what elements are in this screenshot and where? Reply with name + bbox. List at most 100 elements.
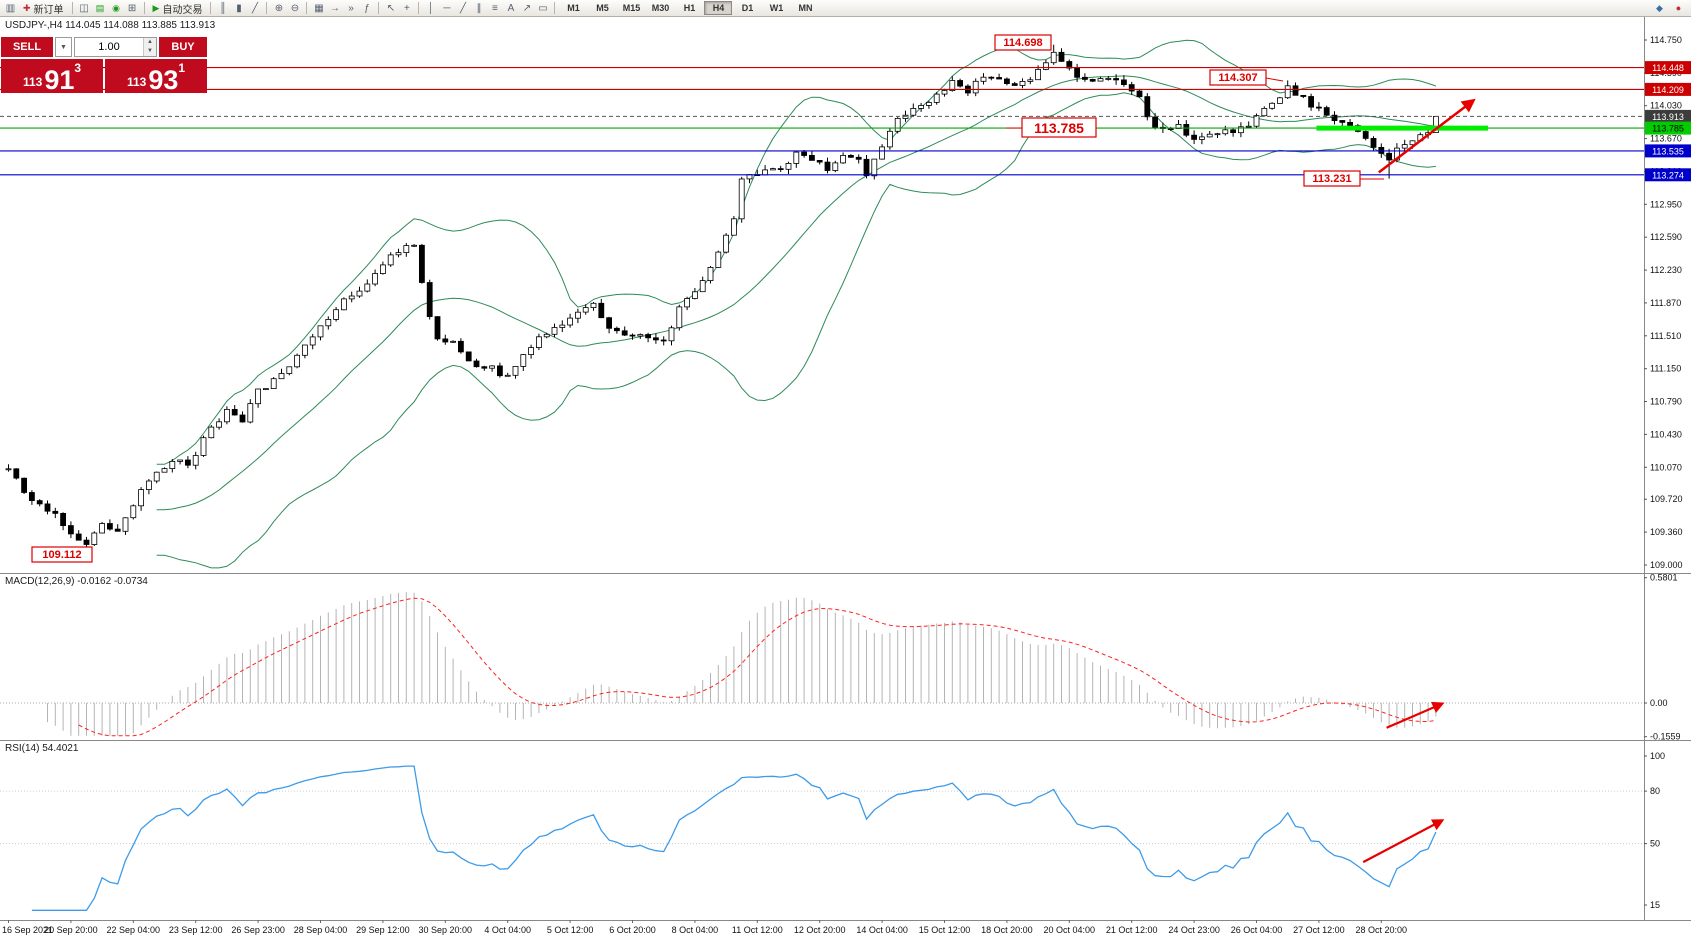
svg-text:27 Oct 12:00: 27 Oct 12:00	[1293, 925, 1345, 935]
svg-text:50: 50	[1650, 839, 1660, 849]
auto-scroll-icon[interactable]: →	[329, 2, 340, 14]
tf-m30[interactable]: M30	[651, 3, 670, 13]
play-icon: ▶	[152, 2, 160, 13]
tf-m1[interactable]: M1	[567, 3, 580, 13]
lot-increment-button[interactable]: ▲	[144, 38, 156, 47]
zoom-in-icon[interactable]: ⊕	[274, 2, 284, 14]
tf-mn[interactable]: MN	[798, 3, 813, 13]
svg-text:114.750: 114.750	[1650, 35, 1682, 45]
svg-text:111.510: 111.510	[1650, 331, 1681, 341]
tf-m15[interactable]: M15	[622, 3, 641, 13]
lot-dropdown-icon[interactable]: ▼	[55, 37, 72, 57]
autotrade-button[interactable]: ▶ 自动交易	[149, 1, 207, 16]
price-axis[interactable]: 114.750114.390114.030113.670113.310112.9…	[1644, 35, 1691, 570]
new-order-button[interactable]: ✚ 新订单	[19, 1, 68, 16]
lot-size-input[interactable]	[75, 38, 143, 56]
horizontal-line-tool-icon[interactable]: ─	[443, 2, 451, 14]
notification-icon[interactable]: ●	[1675, 3, 1682, 13]
chart-window[interactable]: 114.698 114.307 113.785 113.231 109.112 114.7…	[0, 17, 1691, 938]
price-badge: 113.535	[1645, 144, 1691, 158]
svg-text:111.870: 111.870	[1650, 298, 1681, 308]
sell-price-button[interactable]: 113 91 3	[1, 59, 103, 96]
macd-panel[interactable]	[0, 592, 1644, 737]
trendline-tool-icon[interactable]: ╱	[459, 2, 466, 14]
text-tool-icon[interactable]: A	[507, 2, 515, 14]
tf-m5[interactable]: M5	[596, 3, 609, 13]
cursor-icon[interactable]: ↖	[386, 2, 396, 14]
svg-text:109.112: 109.112	[42, 549, 81, 561]
zoom-out-icon[interactable]: ⊖	[290, 2, 300, 14]
svg-text:114.209: 114.209	[1652, 85, 1684, 95]
symbol-ohlc-label: USDJPY-,H4 114.045 114.088 113.885 113.9…	[5, 20, 216, 31]
tf-h4[interactable]: H4	[704, 1, 733, 15]
bollinger-lower	[156, 92, 1436, 569]
sell-button[interactable]: SELL	[1, 37, 53, 57]
svg-text:109.720: 109.720	[1650, 494, 1683, 504]
svg-text:109.000: 109.000	[1650, 560, 1683, 570]
toolbar-separator	[210, 2, 212, 14]
bollinger-upper	[156, 39, 1437, 465]
arrows-tool-icon[interactable]: ↗	[522, 2, 532, 14]
svg-text:110.430: 110.430	[1650, 429, 1682, 439]
svg-text:30 Sep 20:00: 30 Sep 20:00	[419, 925, 473, 935]
shapes-tool-icon[interactable]: ▭	[538, 2, 548, 14]
line-chart-icon[interactable]: ╱	[251, 2, 258, 14]
chart-canvas[interactable]: 114.698 114.307 113.785 113.231 109.112 114.7…	[0, 17, 1691, 938]
chart-profiles-icon[interactable]: ◫	[79, 2, 89, 14]
market-watch-icon[interactable]: ▤	[95, 2, 105, 13]
buy-button[interactable]: BUY	[159, 37, 207, 57]
lot-decrement-button[interactable]: ▼	[144, 47, 156, 56]
chart-shift-icon[interactable]: »	[348, 2, 354, 14]
price-badge: 113.913	[1645, 109, 1691, 123]
channel-tool-icon[interactable]: ∥	[476, 2, 482, 14]
svg-text:28 Oct 20:00: 28 Oct 20:00	[1356, 925, 1408, 935]
rsi-panel[interactable]	[0, 765, 1644, 911]
price-callout: 113.785	[1021, 117, 1097, 138]
toolbar-separator	[378, 2, 380, 14]
toolbar-separator	[266, 2, 268, 14]
tf-d1[interactable]: D1	[741, 3, 754, 13]
toolbar-separator	[71, 2, 73, 14]
indicators-icon[interactable]: ƒ	[364, 2, 370, 14]
svg-text:113.913: 113.913	[1652, 112, 1684, 122]
price-callout: 113.231	[1303, 170, 1361, 187]
svg-text:110.790: 110.790	[1650, 397, 1682, 407]
fibonacci-tool-icon[interactable]: ≡	[492, 2, 498, 14]
lot-steppers: ▲ ▼	[143, 38, 156, 56]
candlestick-chart-icon[interactable]: ▮	[236, 2, 242, 14]
price-badge: 113.274	[1645, 168, 1691, 182]
tf-h1[interactable]: H1	[683, 3, 696, 13]
macd-axis: 0.5801 0.00 -0.1559	[1644, 573, 1681, 742]
terminal-icon[interactable]: ⊞	[127, 2, 137, 14]
connection-status-icon: ◆	[1656, 2, 1663, 13]
sell-price-pips: 91	[44, 65, 75, 96]
vertical-line-tool-icon[interactable]: │	[427, 2, 435, 14]
candles-series	[5, 44, 1439, 555]
crosshair-icon[interactable]: +	[404, 2, 410, 14]
svg-text:16 Sep 2021: 16 Sep 2021	[2, 925, 53, 935]
price-callout: 109.112	[31, 546, 93, 563]
svg-text:-0.1559: -0.1559	[1650, 732, 1681, 742]
svg-text:113.670: 113.670	[1650, 134, 1682, 144]
svg-text:80: 80	[1650, 786, 1660, 796]
svg-text:4 Oct 04:00: 4 Oct 04:00	[484, 925, 531, 935]
sell-price-point: 3	[74, 61, 82, 75]
svg-text:113.535: 113.535	[1652, 146, 1684, 156]
svg-text:5 Oct 12:00: 5 Oct 12:00	[547, 925, 594, 935]
bar-chart-icon[interactable]: ║	[219, 2, 227, 14]
svg-text:20 Sep 20:00: 20 Sep 20:00	[44, 925, 98, 935]
tf-w1[interactable]: W1	[769, 3, 784, 13]
main-price-panel[interactable]	[0, 39, 1644, 569]
svg-text:113.231: 113.231	[1312, 173, 1351, 185]
lot-size-field: ▲ ▼	[74, 37, 157, 57]
trend-arrow	[1378, 98, 1476, 174]
macd-signal-line	[78, 597, 1436, 737]
tile-windows-icon[interactable]: ▦	[314, 2, 324, 14]
svg-text:109.360: 109.360	[1650, 527, 1683, 537]
buy-price-button[interactable]: 113 93 1	[105, 59, 207, 94]
svg-text:11 Oct 12:00: 11 Oct 12:00	[732, 925, 783, 935]
svg-text:0.5801: 0.5801	[1650, 573, 1678, 583]
svg-text:18 Oct 20:00: 18 Oct 20:00	[981, 925, 1033, 935]
alerts-icon[interactable]: ◉	[112, 2, 120, 13]
